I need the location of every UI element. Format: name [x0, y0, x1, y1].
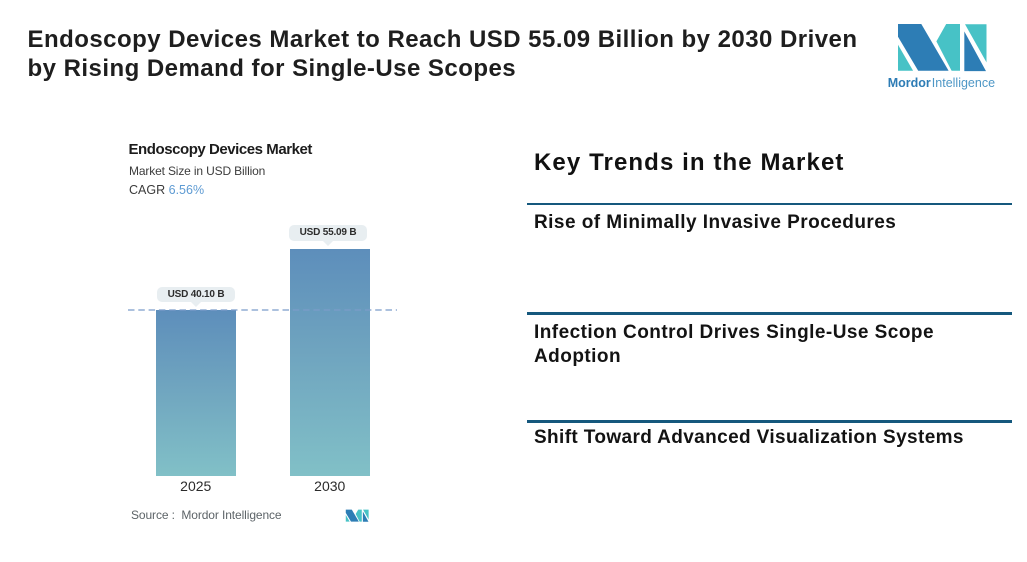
svg-text:Intelligence: Intelligence — [932, 76, 995, 90]
svg-text:Mordor: Mordor — [888, 76, 931, 90]
